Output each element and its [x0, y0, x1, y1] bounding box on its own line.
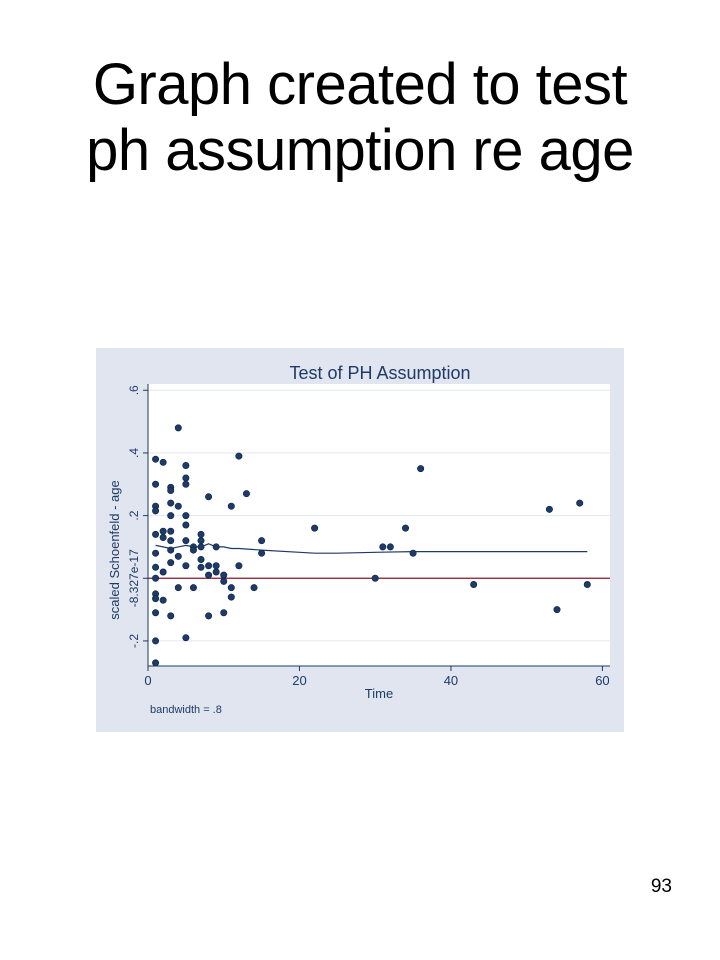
data-point — [197, 537, 205, 545]
data-point — [159, 568, 167, 576]
data-point — [182, 474, 190, 482]
data-point — [152, 507, 160, 515]
data-point — [152, 563, 160, 571]
slide-title-line-2: ph assumption re age — [86, 118, 634, 183]
x-tick-label: 40 — [444, 673, 458, 688]
y-tick-label: .6 — [127, 385, 141, 395]
y-tick-label: -.2 — [127, 634, 141, 648]
data-point — [386, 543, 394, 551]
data-point — [250, 584, 258, 592]
y-tick-label: .4 — [127, 448, 141, 458]
data-point — [182, 537, 190, 545]
y-tick-label: -8.327e-17 — [127, 549, 141, 607]
data-point — [152, 549, 160, 557]
data-point — [205, 571, 213, 579]
data-point — [174, 424, 182, 432]
data-point — [159, 458, 167, 466]
data-point — [152, 659, 160, 667]
data-point — [227, 502, 235, 510]
data-point — [258, 549, 266, 557]
data-point — [159, 596, 167, 604]
data-point — [402, 524, 410, 532]
smooth-line-layer — [155, 543, 588, 554]
chart-title: Test of PH Assumption — [289, 363, 470, 383]
data-point — [189, 546, 197, 554]
data-point — [167, 537, 175, 545]
data-point — [152, 480, 160, 488]
data-point — [182, 512, 190, 520]
smooth-line — [155, 543, 588, 554]
ph-assumption-chart: Test of PH Assumption 0 20 40 60 -.2 -8.327e-… — [107, 363, 610, 716]
data-point — [152, 609, 160, 617]
x-tick-label: 0 — [144, 673, 151, 688]
data-point — [197, 563, 205, 571]
chart-panel: Test of PH Assumption 0 20 40 60 -.2 -8.327e-… — [96, 348, 624, 732]
data-point — [189, 584, 197, 592]
data-point — [159, 534, 167, 542]
data-point — [182, 634, 190, 642]
x-axis-label: Time — [365, 686, 393, 701]
data-point — [576, 499, 584, 507]
data-point — [212, 562, 220, 570]
data-point — [379, 543, 387, 551]
data-point — [242, 490, 250, 498]
data-point — [205, 612, 213, 620]
data-point — [152, 595, 160, 603]
data-point — [212, 568, 220, 576]
data-point — [152, 574, 160, 582]
data-point — [174, 552, 182, 560]
data-point — [167, 512, 175, 520]
data-point — [174, 584, 182, 592]
data-point — [167, 546, 175, 554]
data-point — [167, 559, 175, 567]
data-point — [553, 606, 561, 614]
data-point — [167, 487, 175, 495]
data-point — [220, 571, 228, 579]
data-point — [311, 524, 319, 532]
data-point — [583, 581, 591, 589]
data-point — [167, 612, 175, 620]
data-point — [182, 521, 190, 529]
bandwidth-note: bandwidth = .8 — [150, 704, 222, 716]
x-tick-label: 20 — [292, 673, 306, 688]
data-point — [235, 562, 243, 570]
data-point — [235, 452, 243, 460]
data-point — [182, 461, 190, 469]
data-point — [197, 543, 205, 551]
data-point — [152, 455, 160, 463]
y-tick-label: .2 — [127, 510, 141, 520]
slide-title-line-1: Graph created to test — [92, 52, 628, 117]
data-point — [174, 502, 182, 510]
data-point — [417, 465, 425, 473]
data-point — [197, 555, 205, 563]
y-axis-label: scaled Schoenfeld - age — [107, 480, 122, 619]
data-point — [167, 499, 175, 507]
data-point — [152, 637, 160, 645]
data-point — [205, 493, 213, 501]
slide-title: Graph created to test ph assumption re a… — [0, 52, 720, 184]
data-point — [205, 562, 213, 570]
data-point — [220, 577, 228, 585]
scatter-points — [152, 424, 591, 667]
x-tick-label: 60 — [595, 673, 609, 688]
data-point — [545, 505, 553, 513]
data-point — [227, 584, 235, 592]
data-point — [227, 593, 235, 601]
data-point — [220, 609, 228, 617]
data-point — [371, 574, 379, 582]
data-point — [167, 527, 175, 535]
data-point — [409, 549, 417, 557]
page-number: 93 — [650, 876, 672, 897]
data-point — [152, 530, 160, 538]
data-point — [258, 537, 266, 545]
axes: 0 20 40 60 -.2 -8.327e-17 .2 .4 .6 — [127, 384, 610, 688]
data-point — [182, 562, 190, 570]
data-point — [182, 480, 190, 488]
plot-area — [148, 384, 610, 666]
data-point — [470, 581, 478, 589]
data-point — [197, 530, 205, 538]
data-point — [212, 543, 220, 551]
data-point — [159, 527, 167, 535]
